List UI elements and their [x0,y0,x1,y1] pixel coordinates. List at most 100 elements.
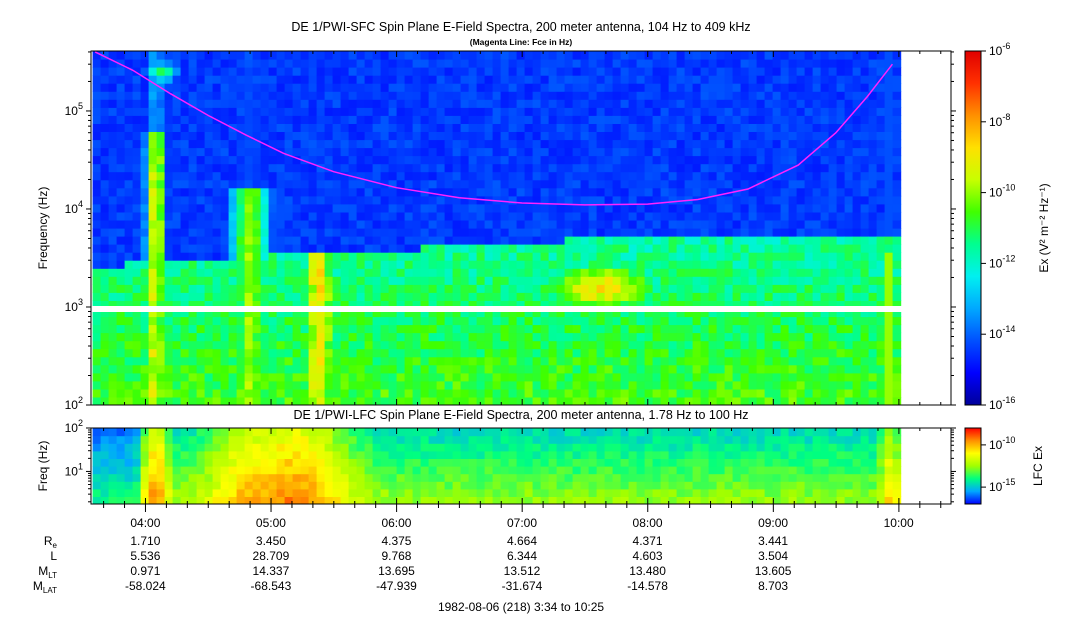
spectrogram-cell [436,276,446,285]
spectrogram-cell [196,228,206,237]
spectrogram-cell [164,473,174,482]
spectrogram-cell [756,244,766,253]
spectrogram-cell [396,203,406,213]
spectrogram-cell [612,284,622,293]
spectrogram-cell [212,276,222,285]
spectrogram-cell [588,316,598,326]
spectrogram-cell [548,139,558,149]
spectrogram-cell [756,372,766,382]
spectrogram-cell [164,388,174,398]
spectrogram-cell [548,99,558,108]
spectrogram-cell [804,316,814,326]
spectrogram-cell [748,107,758,116]
spectrogram-cell [196,496,206,504]
spectrogram-cell [532,252,542,261]
spectrogram-cell [228,195,238,205]
spectrogram-cell [604,372,614,382]
spectrogram-cell [764,268,774,277]
spectrogram-cell [132,428,142,437]
spectrogram-cell [284,268,294,277]
spectrogram-cell [132,260,142,269]
spectrogram-cell [540,284,550,293]
spectrogram-cell [332,458,342,467]
spectrogram-cell [780,211,790,221]
spectrogram-cell [236,388,246,398]
spectrogram-cell [836,252,846,261]
spectrogram-cell [716,203,726,213]
spectrogram-cell [236,356,246,366]
spectrogram-cell [828,75,838,84]
spectrogram-cell [412,292,422,301]
spectrogram-cell [124,203,134,213]
spectrogram-cell [276,300,286,309]
spectrogram-cell [172,380,182,390]
spectrogram-cell [236,155,246,165]
spectrogram-cell [548,236,558,245]
spectrogram-cell [140,308,150,318]
spectrogram-cell [428,300,438,309]
spectrogram-cell [92,260,102,269]
spectrogram-cell [164,308,174,318]
spectrogram-cell [220,203,230,213]
spectrogram-cell [428,244,438,253]
spectrogram-cell [756,308,766,318]
spectrogram-cell [268,324,278,334]
spectrogram-cell [372,292,382,301]
spectrogram-cell [220,284,230,293]
spectrogram-cell [116,91,126,100]
spectrogram-cell [572,260,582,269]
spectrogram-cell [132,268,142,277]
spectrogram-cell [92,364,102,374]
spectrogram-cell [148,51,158,60]
spectrogram-cell [140,67,150,76]
spectrogram-cell [348,139,358,149]
spectrogram-cell [748,115,758,124]
spectrogram-cell [172,356,182,366]
spectrogram-cell [476,397,486,405]
spectrogram-cell [764,364,774,374]
spectrogram-cell [452,356,462,366]
spectrogram-cell [636,75,646,84]
spectrogram-cell [764,292,774,301]
spectrogram-cell [140,276,150,285]
spectrogram-cell [236,496,246,504]
spectrogram-cell [92,388,102,398]
spectrogram-cell [500,364,510,374]
spectrogram-cell [180,107,190,116]
spectrogram-cell [676,195,686,205]
spectrogram-cell [772,51,782,60]
spectrogram-cell [148,260,158,269]
spectrogram-cell [772,380,782,390]
spectrogram-cell [892,348,902,358]
spectrogram-cell [692,163,702,173]
spectrogram-cell [404,59,414,68]
spectrogram-cell [804,324,814,334]
spectrogram-cell [692,107,702,116]
spectrogram-cell [260,171,270,181]
spectrogram-cell [284,372,294,382]
spectrogram-cell [420,163,430,173]
spectrogram-cell [644,340,654,350]
spectrogram-cell [724,332,734,342]
spectrogram-cell [476,316,486,326]
spectrogram-cell [524,397,534,405]
spectrogram-cell [748,187,758,197]
spectrogram-cell [820,244,830,253]
spectrogram-cell [548,211,558,221]
spectrogram-cell [260,397,270,405]
spectrogram-cell [596,260,606,269]
spectrogram-cell [628,397,638,405]
spectrogram-cell [332,83,342,92]
spectrogram-cell [444,139,454,149]
spectrogram-cell [548,83,558,92]
spectrogram-cell [780,308,790,318]
spectrogram-cell [572,187,582,197]
spectrogram-cell [300,91,310,100]
spectrogram-cell [676,67,686,76]
spectrogram-cell [252,228,262,237]
spectrogram-cell [100,228,110,237]
spectrogram-cell [220,187,230,197]
spectrogram-cell [796,131,806,141]
spectrogram-cell [796,99,806,108]
spectrogram-cell [188,244,198,253]
